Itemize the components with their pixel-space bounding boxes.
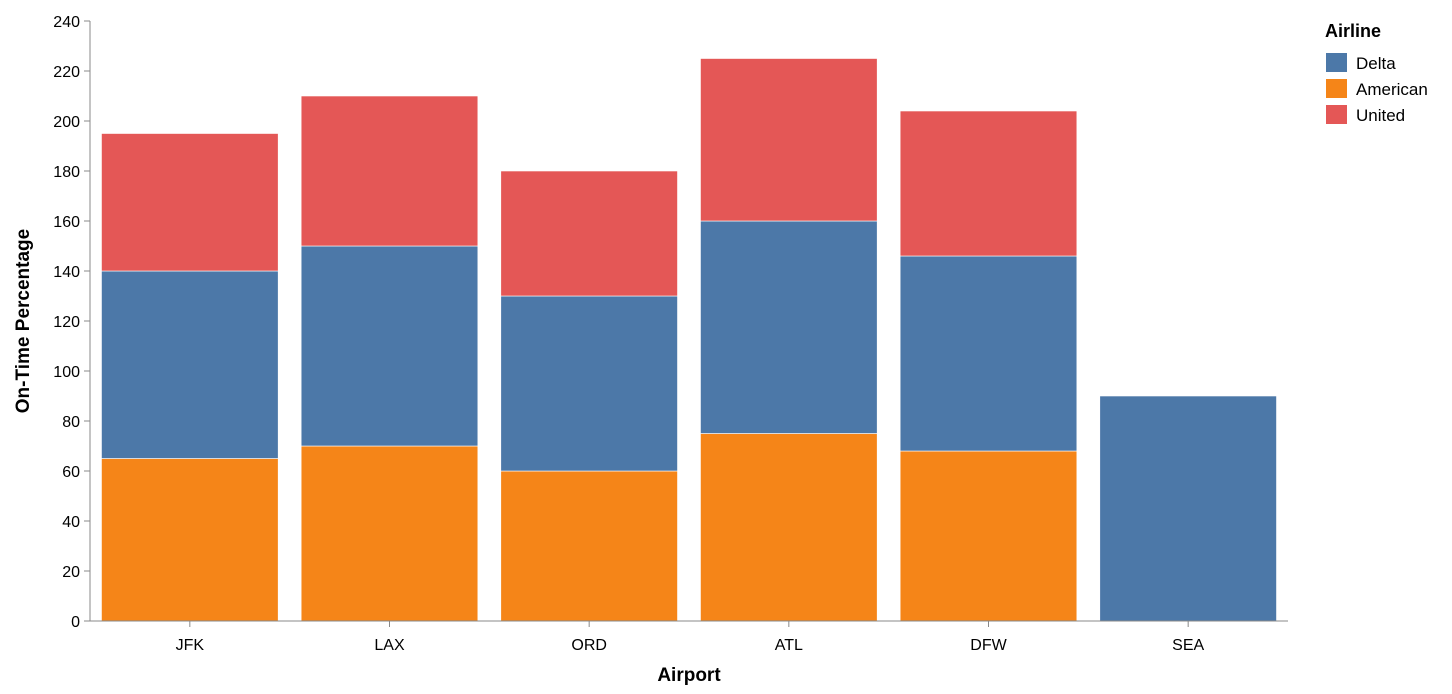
y-tick-label: 200 <box>53 114 80 131</box>
y-tick-label: 20 <box>62 564 80 581</box>
y-axis: 0 20 40 60 80 100 120 140 160 180 200 220 240 <box>53 14 91 631</box>
y-tick-label: 100 <box>53 364 80 381</box>
x-axis: JFK LAX ORD ATL DFW SEA <box>90 620 1288 654</box>
bar-jfk-american <box>101 458 279 622</box>
legend-label-united: United <box>1356 106 1405 125</box>
bar-dfw-united <box>899 110 1078 257</box>
bar-ord-united <box>500 170 678 297</box>
bar-ord-american <box>500 470 678 622</box>
y-tick-label: 240 <box>53 14 80 31</box>
y-tick-label: 40 <box>62 514 80 531</box>
y-axis-title: On-Time Percentage <box>13 229 34 413</box>
bar-ord-delta <box>500 295 678 472</box>
bar-jfk-delta <box>101 270 279 459</box>
bar-jfk-united <box>101 133 279 272</box>
y-tick-label: 140 <box>53 264 80 281</box>
x-tick-label-lax: LAX <box>374 637 405 654</box>
legend-label-delta: Delta <box>1356 54 1396 73</box>
x-tick-label-ord: ORD <box>571 637 607 654</box>
x-tick-label-dfw: DFW <box>970 637 1007 654</box>
y-tick-label: 180 <box>53 164 80 181</box>
legend-title: Airline <box>1325 21 1381 41</box>
y-tick-label: 80 <box>62 414 80 431</box>
y-tick-label: 120 <box>53 314 80 331</box>
bar-lax-american <box>300 445 479 622</box>
y-tick-label: 160 <box>53 214 80 231</box>
bar-lax-united <box>300 95 479 247</box>
y-tick-label: 60 <box>62 464 80 481</box>
bar-dfw-delta <box>899 255 1078 452</box>
x-tick-label-sea: SEA <box>1172 637 1204 654</box>
y-tick-label: 0 <box>71 614 80 631</box>
legend-label-american: American <box>1356 80 1428 99</box>
x-axis-title: Airport <box>657 665 721 686</box>
legend-swatch-delta <box>1326 53 1347 72</box>
bar-atl-delta <box>700 220 878 434</box>
legend-swatch-american <box>1326 79 1347 98</box>
x-tick-label-jfk: JFK <box>176 637 205 654</box>
bar-sea-delta <box>1099 395 1277 622</box>
legend-items: Delta American United <box>1326 53 1428 125</box>
bar-atl-united <box>700 58 878 222</box>
bars-layer <box>101 58 1277 622</box>
bar-lax-delta <box>300 245 479 447</box>
bar-dfw-american <box>899 450 1078 622</box>
y-tick-label: 220 <box>53 64 80 81</box>
legend: Airline Delta American United <box>1325 21 1428 125</box>
bar-atl-american <box>700 433 878 622</box>
x-tick-label-atl: ATL <box>775 637 803 654</box>
legend-swatch-united <box>1326 105 1347 124</box>
